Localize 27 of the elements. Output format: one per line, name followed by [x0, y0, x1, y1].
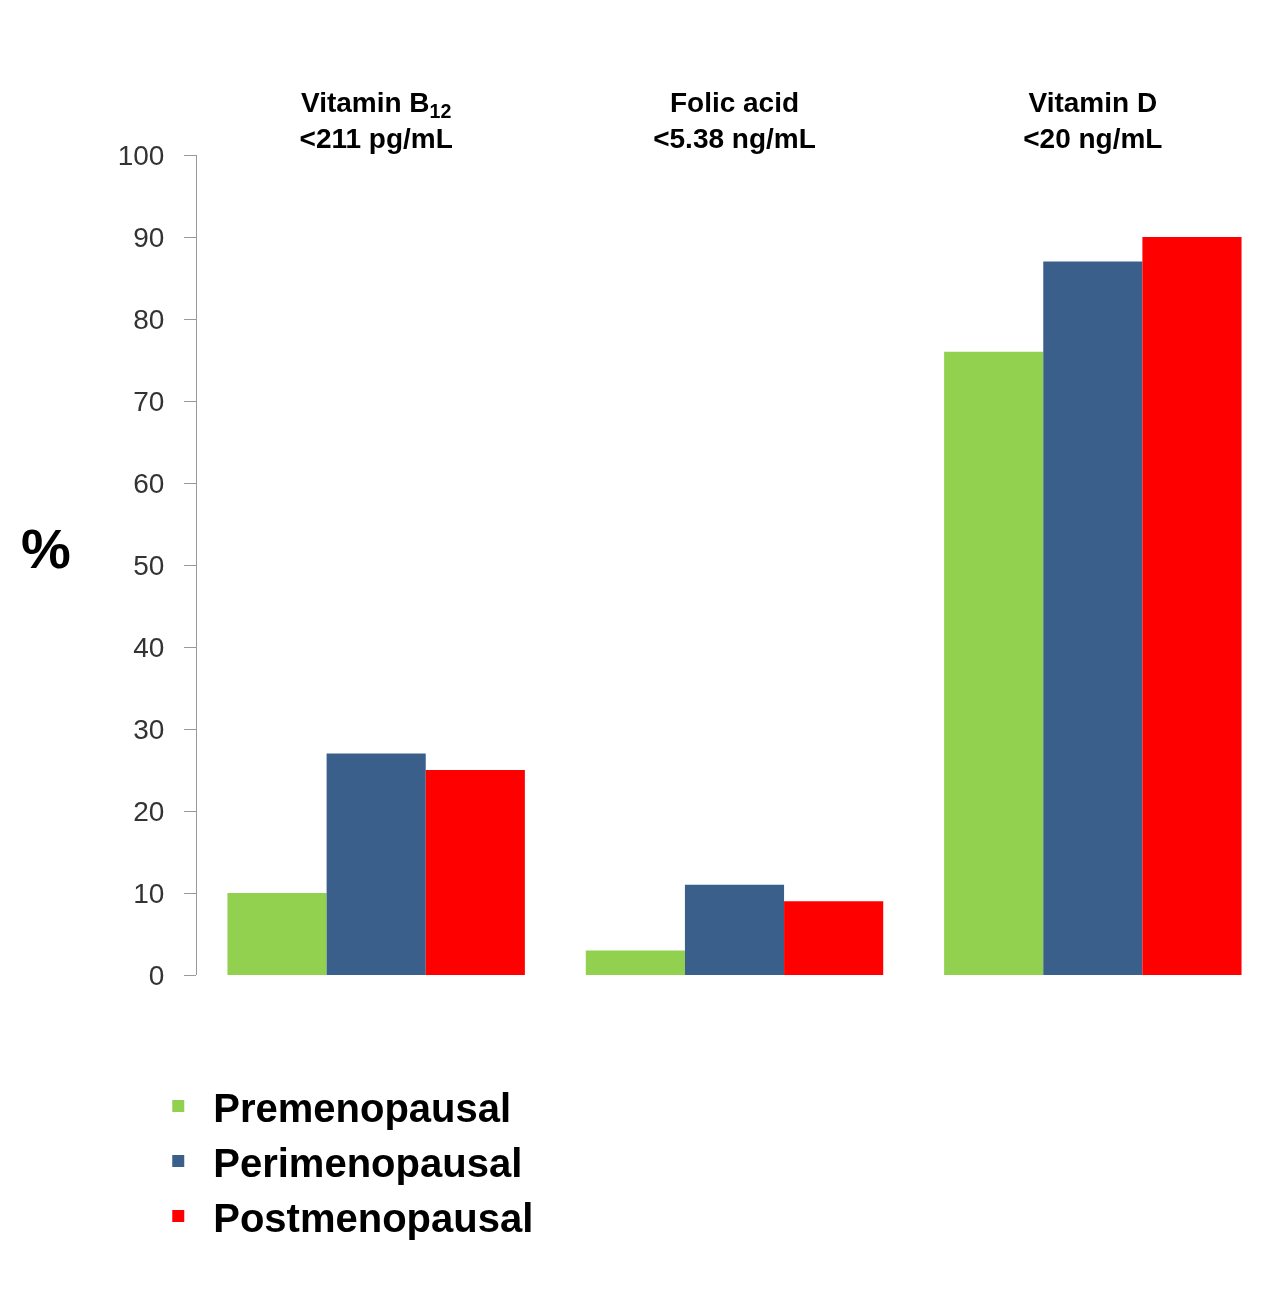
bar	[944, 351, 1044, 975]
y-tick-label: 50	[133, 549, 165, 581]
y-tick-label: 60	[133, 467, 165, 499]
y-tick-label: 30	[133, 713, 165, 745]
y-tick-label: 90	[133, 221, 165, 253]
y-tick-label: 80	[133, 303, 165, 335]
bar	[684, 884, 785, 975]
x-tick-label: Vitamin D <20 ng/mL	[1023, 87, 1163, 155]
y-tick-label: 70	[133, 385, 165, 417]
bar	[326, 753, 426, 975]
bar	[1142, 237, 1242, 975]
bar	[227, 893, 327, 975]
y-tick-label: 20	[133, 795, 165, 827]
y-axis-title: %	[21, 517, 71, 580]
bar	[425, 770, 525, 975]
legend-label: Postmenopausal	[213, 1195, 534, 1240]
x-tick-label: Folic acid <5.38 ng/mL	[653, 87, 816, 155]
y-tick-label: 0	[148, 959, 165, 991]
bar	[585, 950, 685, 975]
bar	[1043, 261, 1143, 975]
y-tick-label: 100	[117, 139, 165, 171]
legend-label: Perimenopausal	[213, 1140, 523, 1185]
y-tick-label: 10	[133, 877, 165, 909]
bar	[784, 901, 884, 975]
y-tick-label: 40	[133, 631, 165, 663]
x-tick-label: Vitamin B$_{12}$ <211 pg/mL	[299, 87, 453, 155]
legend-label: Premenopausal	[213, 1085, 512, 1130]
